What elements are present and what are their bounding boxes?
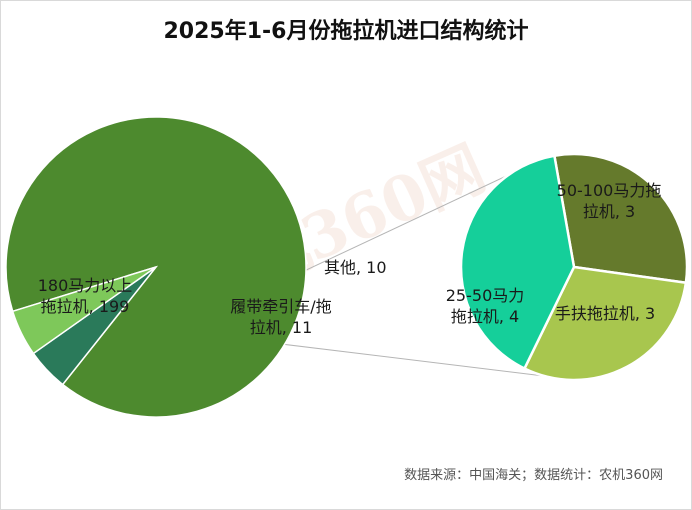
secondary-label-0-line: 50-100马力拖	[557, 181, 662, 200]
main-label-2: 履带牵引车/拖拉机, 11	[230, 297, 331, 337]
secondary-pie-slice-1	[522, 265, 688, 382]
secondary-label-2: 25-50马力拖拉机, 4	[446, 286, 525, 326]
secondary-pie	[459, 152, 689, 382]
secondary-label-2-line: 25-50马力	[446, 286, 525, 305]
main-label-0-line: 拖拉机, 199	[41, 297, 130, 316]
main-label-0-line: 180马力以上	[38, 276, 133, 295]
secondary-label-1: 手扶拖拉机, 3	[555, 304, 655, 323]
secondary-label-1-line: 手扶拖拉机, 3	[555, 304, 655, 323]
source-note: 数据来源：中国海关；数据统计：农机360网	[404, 468, 663, 483]
secondary-label-2-line: 拖拉机, 4	[451, 307, 519, 326]
secondary-label-0: 50-100马力拖拉机, 3	[557, 181, 662, 221]
main-label-1-line: 其他, 10	[324, 258, 387, 277]
main-label-2-line: 拉机, 11	[250, 318, 313, 337]
secondary-pie-slice-2	[459, 154, 576, 371]
main-label-2-line: 履带牵引车/拖	[230, 297, 331, 316]
main-pie	[5, 116, 307, 418]
secondary-pie-slice-0	[552, 152, 689, 285]
main-label-0: 180马力以上拖拉机, 199	[38, 276, 133, 316]
main-pie-slice-2	[11, 266, 157, 355]
chart-title: 2025年1-6月份拖拉机进口结构统计	[163, 19, 529, 44]
secondary-label-0-line: 拉机, 3	[583, 202, 635, 221]
data-labels: 180马力以上拖拉机, 199 其他, 10 履带牵引车/拖拉机, 11 50-100…	[38, 181, 662, 337]
main-label-1: 其他, 10	[324, 258, 387, 277]
